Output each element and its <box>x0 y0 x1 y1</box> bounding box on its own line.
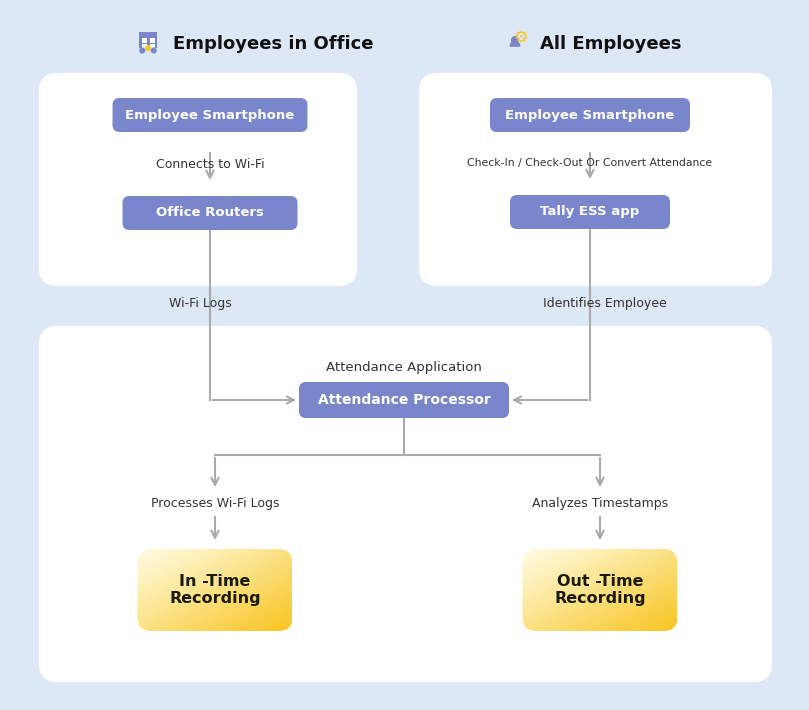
FancyBboxPatch shape <box>299 382 509 418</box>
Bar <box>150 38 155 43</box>
Bar <box>142 38 147 43</box>
FancyBboxPatch shape <box>490 98 690 132</box>
Text: Out -Time
Recording: Out -Time Recording <box>554 574 646 606</box>
FancyBboxPatch shape <box>122 196 298 230</box>
Text: Attendance Application: Attendance Application <box>326 361 482 374</box>
FancyBboxPatch shape <box>112 98 307 132</box>
Text: Attendance Processor: Attendance Processor <box>318 393 490 407</box>
Text: Check-In / Check-Out Or Convert Attendance: Check-In / Check-Out Or Convert Attendan… <box>468 158 713 168</box>
Polygon shape <box>510 41 519 46</box>
Text: Employees in Office: Employees in Office <box>173 35 374 53</box>
Circle shape <box>146 45 150 50</box>
Text: Connects to Wi-Fi: Connects to Wi-Fi <box>155 158 265 172</box>
FancyBboxPatch shape <box>38 72 358 287</box>
Circle shape <box>511 37 519 43</box>
Text: Identifies Employee: Identifies Employee <box>543 297 667 310</box>
FancyBboxPatch shape <box>38 325 773 683</box>
Text: Employee Smartphone: Employee Smartphone <box>125 109 294 121</box>
Text: ⚙: ⚙ <box>514 30 528 45</box>
Circle shape <box>140 48 145 53</box>
FancyBboxPatch shape <box>510 195 670 229</box>
Text: Analyzes Timestamps: Analyzes Timestamps <box>532 496 668 510</box>
Text: Employee Smartphone: Employee Smartphone <box>506 109 675 121</box>
FancyBboxPatch shape <box>418 72 773 287</box>
Text: Processes Wi-Fi Logs: Processes Wi-Fi Logs <box>150 496 279 510</box>
Text: Wi-Fi Logs: Wi-Fi Logs <box>168 297 231 310</box>
Circle shape <box>151 48 156 53</box>
Bar <box>150 43 155 48</box>
Text: Office Routers: Office Routers <box>156 207 264 219</box>
Bar <box>142 43 147 48</box>
Text: In -Time
Recording: In -Time Recording <box>169 574 260 606</box>
Text: Tally ESS app: Tally ESS app <box>540 205 640 219</box>
FancyBboxPatch shape <box>139 32 157 48</box>
Text: All Employees: All Employees <box>540 35 681 53</box>
